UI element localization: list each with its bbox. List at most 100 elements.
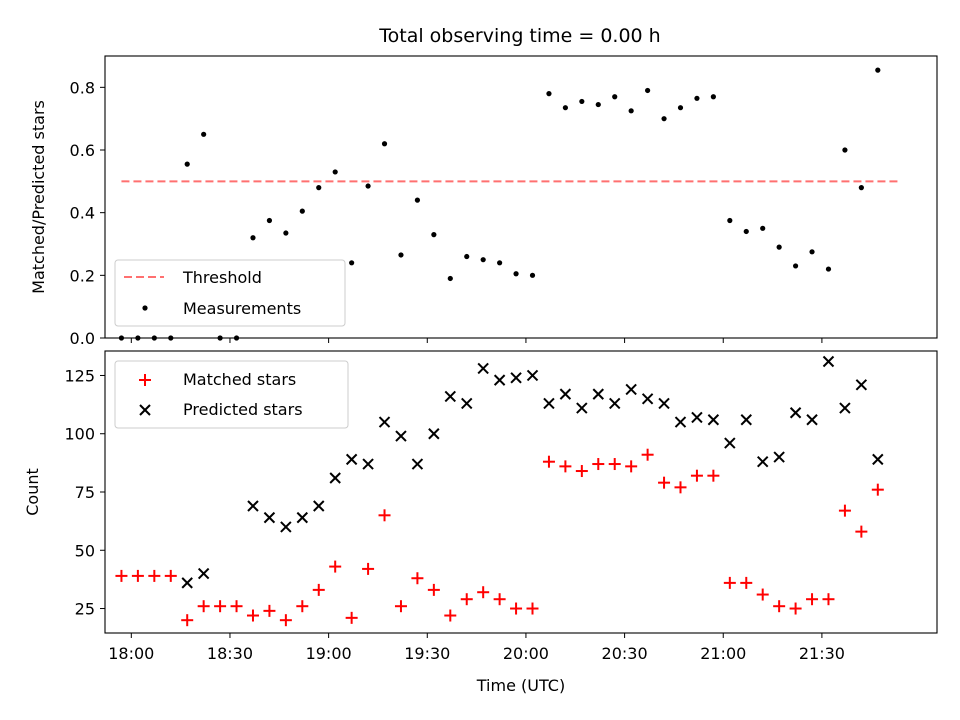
top-legend-box xyxy=(114,259,346,327)
bottom-x-ticks: 18:00 18:30 19:00 19:30 20:00 20:30 21:00 21:30 xyxy=(108,633,845,663)
measurement-point xyxy=(760,225,766,231)
matched-point xyxy=(855,525,868,538)
matched-point xyxy=(526,602,539,615)
bottom-y-ticks: 25 50 75 100 125 xyxy=(64,366,105,619)
matched-point xyxy=(246,609,259,622)
measurement-point xyxy=(875,67,881,73)
predicted-point xyxy=(493,374,506,386)
predicted-point xyxy=(345,453,358,466)
measurement-point xyxy=(529,272,536,278)
matched-point xyxy=(460,593,473,606)
predicted-point xyxy=(477,362,489,375)
measurement-point xyxy=(266,217,273,224)
matched-point xyxy=(411,572,424,585)
measurement-point xyxy=(546,91,552,97)
measurement-point xyxy=(743,228,749,235)
bottom-y-tick-label: 75 xyxy=(75,483,95,502)
matched-point xyxy=(592,458,605,471)
x-tick-label: 21:30 xyxy=(799,644,845,663)
x-tick-label: 18:00 xyxy=(108,644,154,663)
predicted-point xyxy=(839,402,851,414)
measurement-point xyxy=(480,257,486,263)
matched-point xyxy=(493,593,506,606)
matched-point xyxy=(723,576,736,589)
matched-point xyxy=(658,476,671,489)
top-y-tick-label: 0.0 xyxy=(70,329,95,348)
x-tick-label: 19:30 xyxy=(404,644,450,663)
predicted-point xyxy=(280,521,292,533)
matched-point xyxy=(164,569,177,582)
measurement-point xyxy=(809,249,815,255)
measurement-point xyxy=(201,131,207,137)
measurement-point xyxy=(349,260,355,266)
top-panel: 0.00.20.40.60.8 Matched/Predicted stars … xyxy=(29,55,938,348)
predicted-point xyxy=(773,451,785,463)
measurement-point xyxy=(579,98,585,105)
matched-point xyxy=(148,569,161,582)
predicted-point xyxy=(362,458,374,470)
predicted-point xyxy=(329,472,341,484)
x-tick-label: 20:30 xyxy=(602,644,648,663)
measurement-point xyxy=(858,185,864,191)
measurement-point xyxy=(694,95,700,101)
measurement-point xyxy=(447,275,453,282)
measurement-point xyxy=(677,105,684,111)
measurement-point xyxy=(398,252,404,258)
bottom-y-tick-label: 100 xyxy=(64,425,95,444)
matched-point xyxy=(394,600,407,613)
measurement-point xyxy=(792,263,799,269)
top-y-axis-label: Matched/Predicted stars xyxy=(29,100,48,294)
predicted-point xyxy=(872,453,884,466)
predicted-point xyxy=(576,402,588,414)
measurement-point xyxy=(332,169,338,175)
bottom-y-tick-label: 125 xyxy=(64,366,95,385)
measurement-point xyxy=(562,105,568,111)
measurement-point xyxy=(283,230,289,236)
predicted-point xyxy=(789,407,802,419)
legend-matched-swatch xyxy=(139,374,151,386)
predicted-point xyxy=(609,397,621,410)
matched-point xyxy=(641,448,654,461)
legend-measurements-swatch xyxy=(142,305,148,311)
matched-point xyxy=(115,569,128,582)
matched-point xyxy=(378,509,391,522)
measurement-point xyxy=(710,94,716,100)
measurement-point xyxy=(316,185,322,191)
predicted-point xyxy=(559,388,572,400)
measurement-point xyxy=(381,141,388,147)
matched-point xyxy=(575,465,588,478)
predicted-point xyxy=(247,500,259,512)
matched-point xyxy=(427,583,440,596)
matched-point xyxy=(542,455,555,468)
matched-point xyxy=(181,614,194,627)
legend-predicted-label: Predicted stars xyxy=(183,400,303,419)
predicted-point xyxy=(757,455,769,468)
matched-point xyxy=(756,588,769,601)
top-y-tick-label: 0.6 xyxy=(70,141,95,160)
measurement-point xyxy=(661,116,667,122)
predicted-point xyxy=(197,567,210,580)
measurement-point xyxy=(513,271,519,277)
matched-point xyxy=(312,583,325,596)
x-tick-label: 19:00 xyxy=(306,644,352,663)
measurement-point xyxy=(497,260,503,266)
predicted-point xyxy=(296,511,309,524)
x-axis-label: Time (UTC) xyxy=(476,676,565,695)
predicted-point xyxy=(658,397,670,410)
matched-point xyxy=(740,576,753,589)
measurement-point xyxy=(299,208,305,214)
matched-point xyxy=(773,600,786,613)
matched-point xyxy=(510,602,523,615)
matched-point xyxy=(822,593,835,606)
predicted-point xyxy=(313,500,325,512)
predicted-point xyxy=(543,397,555,410)
matched-point xyxy=(230,600,243,613)
matched-point xyxy=(296,600,309,613)
top-y-tick-label: 0.2 xyxy=(70,266,95,285)
bottom-y-axis-label: Count xyxy=(23,468,42,516)
predicted-point xyxy=(724,437,736,449)
matched-point xyxy=(871,483,884,496)
predicted-point xyxy=(806,414,818,426)
matched-point xyxy=(707,469,720,482)
